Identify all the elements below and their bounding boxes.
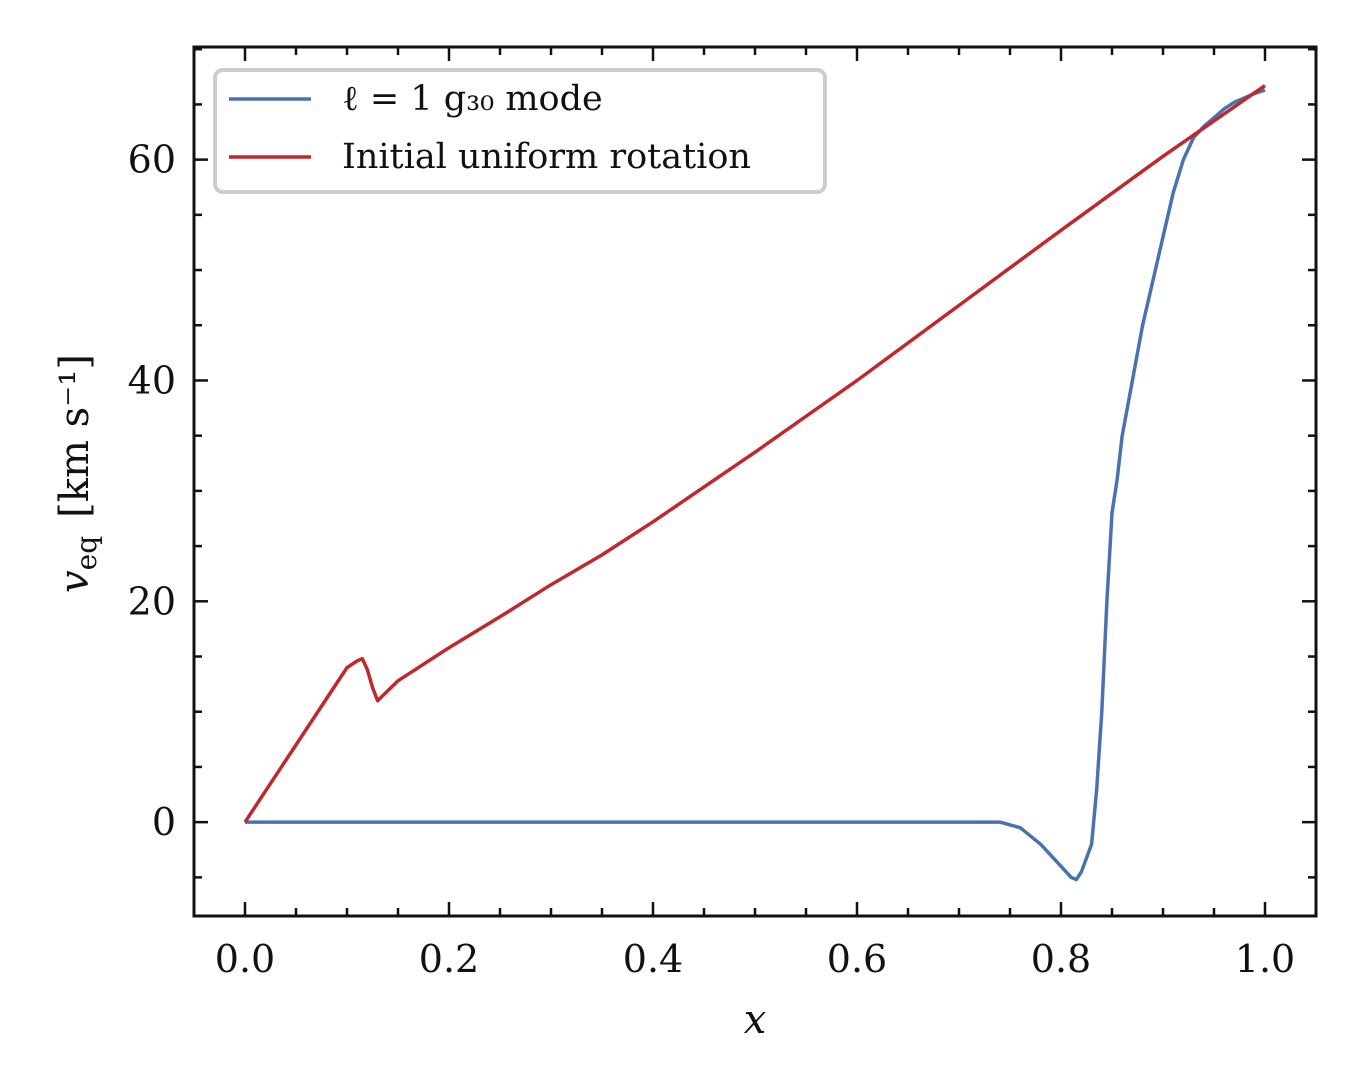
legend-label-2: Initial uniform rotation: [342, 137, 751, 177]
x-tick-label: 1.0: [1235, 937, 1295, 981]
y-tick-label: 20: [128, 579, 176, 623]
x-tick-label: 0.0: [215, 937, 275, 981]
x-tick-label: 0.8: [1031, 937, 1091, 981]
y-tick-label: 60: [128, 138, 176, 182]
x-axis-label: x: [744, 997, 767, 1043]
x-tick-label: 0.2: [419, 937, 479, 981]
series-line-2: [243, 84, 1266, 824]
x-tick-label: 0.4: [623, 937, 683, 981]
series-layer: [243, 84, 1266, 882]
y-axis-label: veq [km s⁻¹]: [52, 354, 103, 593]
y-axis-label-sub: eq: [70, 536, 103, 571]
y-axis-label-main: v: [52, 570, 98, 593]
svg-text:veq[km s⁻¹]: veq [km s⁻¹]: [52, 354, 103, 593]
y-axis-label-units: [km s⁻¹]: [52, 354, 98, 518]
tick-labels-layer: 0.0 0.2 0.4 0.6 0.8 1.0 0 20 40 60: [128, 138, 1296, 981]
legend-box: [213, 68, 827, 194]
legend-label-1: ℓ = 1 g₃₀ mode: [342, 79, 603, 119]
series-line-1: [245, 88, 1266, 882]
legend: ℓ = 1 g₃₀ mode Initial uniform rotation: [213, 68, 827, 194]
ticks-layer: [192, 47, 1318, 916]
y-tick-label: 0: [152, 800, 176, 844]
y-tick-label: 40: [128, 358, 176, 402]
x-tick-label: 0.6: [827, 937, 887, 981]
